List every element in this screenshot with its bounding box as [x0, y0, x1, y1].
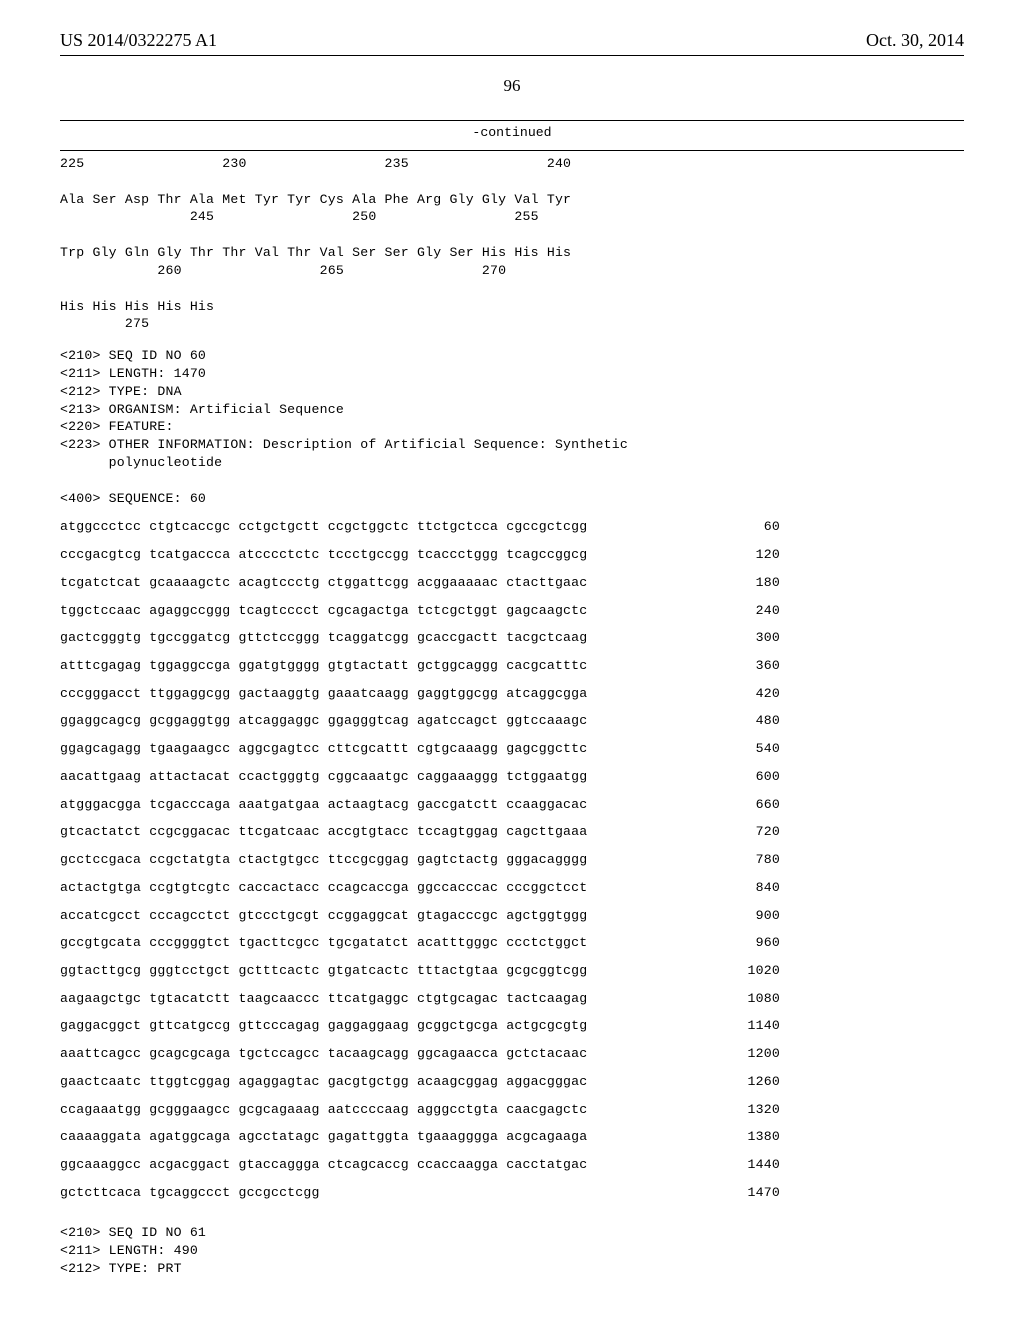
sequence-text: atttcgagag tggaggccga ggatgtgggg gtgtact… [60, 652, 587, 680]
sequence-position: 180 [700, 569, 780, 597]
sequence-row: ccagaaatgg gcgggaagcc gcgcagaaag aatcccc… [60, 1096, 780, 1124]
sequence-position: 720 [700, 818, 780, 846]
sequence-text: accatcgcct cccagcctct gtccctgcgt ccggagg… [60, 902, 587, 930]
sequence-position: 480 [700, 707, 780, 735]
sequence-row: ggagcagagg tgaagaagcc aggcgagtcc cttcgca… [60, 735, 780, 763]
sequence-text: gaggacggct gttcatgccg gttcccagag gaggagg… [60, 1012, 587, 1040]
section-rule-top [60, 120, 964, 121]
sequence-row: gcctccgaca ccgctatgta ctactgtgcc ttccgcg… [60, 846, 780, 874]
sequence-text: tcgatctcat gcaaaagctc acagtccctg ctggatt… [60, 569, 587, 597]
sequence-position: 1200 [700, 1040, 780, 1068]
sequence-text: gaactcaatc ttggtcggag agaggagtac gacgtgc… [60, 1068, 587, 1096]
page-header: US 2014/0322275 A1 Oct. 30, 2014 [60, 30, 964, 51]
sequence-row: ggtacttgcg gggtcctgct gctttcactc gtgatca… [60, 957, 780, 985]
sequence-row: atggccctcc ctgtcaccgc cctgctgctt ccgctgg… [60, 513, 780, 541]
sequence-row: gtcactatct ccgcggacac ttcgatcaac accgtgt… [60, 818, 780, 846]
sequence-text: aaattcagcc gcagcgcaga tgctccagcc tacaagc… [60, 1040, 587, 1068]
sequence-header-block: <210> SEQ ID NO 60 <211> LENGTH: 1470 <2… [60, 347, 964, 507]
sequence-row: gaggacggct gttcatgccg gttcccagag gaggagg… [60, 1012, 780, 1040]
sequence-text: gtcactatct ccgcggacac ttcgatcaac accgtgt… [60, 818, 587, 846]
sequence-row: gactcgggtg tgccggatcg gttctccggg tcaggat… [60, 624, 780, 652]
sequence-row: aaattcagcc gcagcgcaga tgctccagcc tacaagc… [60, 1040, 780, 1068]
sequence-position: 1260 [700, 1068, 780, 1096]
sequence-text: tggctccaac agaggccggg tcagtcccct cgcagac… [60, 597, 587, 625]
sequence-text: aagaagctgc tgtacatctt taagcaaccc ttcatga… [60, 985, 587, 1013]
sequence-text: ggcaaaggcc acgacggact gtaccaggga ctcagca… [60, 1151, 587, 1179]
sequence-position: 1140 [700, 1012, 780, 1040]
sequence-row: caaaaggata agatggcaga agcctatagc gagattg… [60, 1123, 780, 1151]
sequence-position: 1470 [700, 1179, 780, 1207]
page-number: 96 [60, 76, 964, 96]
header-rule [60, 55, 964, 56]
sequence-row: gaactcaatc ttggtcggag agaggagtac gacgtgc… [60, 1068, 780, 1096]
sequence-position: 1320 [700, 1096, 780, 1124]
sequence-text: ggtacttgcg gggtcctgct gctttcactc gtgatca… [60, 957, 587, 985]
sequence-position: 420 [700, 680, 780, 708]
sequence-row: aacattgaag attactacat ccactgggtg cggcaaa… [60, 763, 780, 791]
sequence-text: aacattgaag attactacat ccactgggtg cggcaaa… [60, 763, 587, 791]
sequence-text: actactgtga ccgtgtcgtc caccactacc ccagcac… [60, 874, 587, 902]
sequence-text: gctcttcaca tgcaggccct gccgcctcgg [60, 1179, 320, 1207]
sequence-position: 600 [700, 763, 780, 791]
sequence-row: atttcgagag tggaggccga ggatgtgggg gtgtact… [60, 652, 780, 680]
sequence-position: 1080 [700, 985, 780, 1013]
sequence-row: aagaagctgc tgtacatctt taagcaaccc ttcatga… [60, 985, 780, 1013]
sequence-position: 900 [700, 902, 780, 930]
sequence-position: 1440 [700, 1151, 780, 1179]
sequence-position: 1380 [700, 1123, 780, 1151]
sequence-position: 780 [700, 846, 780, 874]
sequence-row: tggctccaac agaggccggg tcagtcccct cgcagac… [60, 597, 780, 625]
sequence-row: ggcaaaggcc acgacggact gtaccaggga ctcagca… [60, 1151, 780, 1179]
sequence-position: 300 [700, 624, 780, 652]
sequence-text: atgggacgga tcgacccaga aaatgatgaa actaagt… [60, 791, 587, 819]
sequence-row: accatcgcct cccagcctct gtccctgcgt ccggagg… [60, 902, 780, 930]
footer-sequence-header: <210> SEQ ID NO 61 <211> LENGTH: 490 <21… [60, 1224, 964, 1277]
section-rule-bottom [60, 150, 964, 151]
sequence-text: caaaaggata agatggcaga agcctatagc gagattg… [60, 1123, 587, 1151]
sequence-text: gactcgggtg tgccggatcg gttctccggg tcaggat… [60, 624, 587, 652]
sequence-text: ccagaaatgg gcgggaagcc gcgcagaaag aatcccc… [60, 1096, 587, 1124]
sequence-row: cccgggacct ttggaggcgg gactaaggtg gaaatca… [60, 680, 780, 708]
sequence-row: gccgtgcata cccggggtct tgacttcgcc tgcgata… [60, 929, 780, 957]
sequence-row: cccgacgtcg tcatgaccca atcccctctc tccctgc… [60, 541, 780, 569]
sequence-position: 540 [700, 735, 780, 763]
sequence-position: 60 [700, 513, 780, 541]
sequence-position: 360 [700, 652, 780, 680]
sequence-row: tcgatctcat gcaaaagctc acagtccctg ctggatt… [60, 569, 780, 597]
publication-date: Oct. 30, 2014 [866, 30, 964, 51]
sequence-text: atggccctcc ctgtcaccgc cctgctgctt ccgctgg… [60, 513, 587, 541]
sequence-position: 840 [700, 874, 780, 902]
sequence-text: ggaggcagcg gcggaggtgg atcaggaggc ggagggt… [60, 707, 587, 735]
sequence-text: gccgtgcata cccggggtct tgacttcgcc tgcgata… [60, 929, 587, 957]
sequence-position: 120 [700, 541, 780, 569]
sequence-text: ggagcagagg tgaagaagcc aggcgagtcc cttcgca… [60, 735, 587, 763]
sequence-text: cccgggacct ttggaggcgg gactaaggtg gaaatca… [60, 680, 587, 708]
publication-number: US 2014/0322275 A1 [60, 30, 217, 51]
sequence-position: 660 [700, 791, 780, 819]
dna-sequence-block: atggccctcc ctgtcaccgc cctgctgctt ccgctgg… [60, 513, 780, 1206]
sequence-position: 240 [700, 597, 780, 625]
sequence-text: gcctccgaca ccgctatgta ctactgtgcc ttccgcg… [60, 846, 587, 874]
protein-sequence-block: 225 230 235 240 Ala Ser Asp Thr Ala Met … [60, 155, 964, 333]
sequence-row: actactgtga ccgtgtcgtc caccactacc ccagcac… [60, 874, 780, 902]
sequence-row: ggaggcagcg gcggaggtgg atcaggaggc ggagggt… [60, 707, 780, 735]
sequence-row: gctcttcaca tgcaggccct gccgcctcgg 1470 [60, 1179, 780, 1207]
continued-label: -continued [60, 125, 964, 140]
sequence-position: 960 [700, 929, 780, 957]
sequence-position: 1020 [700, 957, 780, 985]
sequence-row: atgggacgga tcgacccaga aaatgatgaa actaagt… [60, 791, 780, 819]
sequence-text: cccgacgtcg tcatgaccca atcccctctc tccctgc… [60, 541, 587, 569]
